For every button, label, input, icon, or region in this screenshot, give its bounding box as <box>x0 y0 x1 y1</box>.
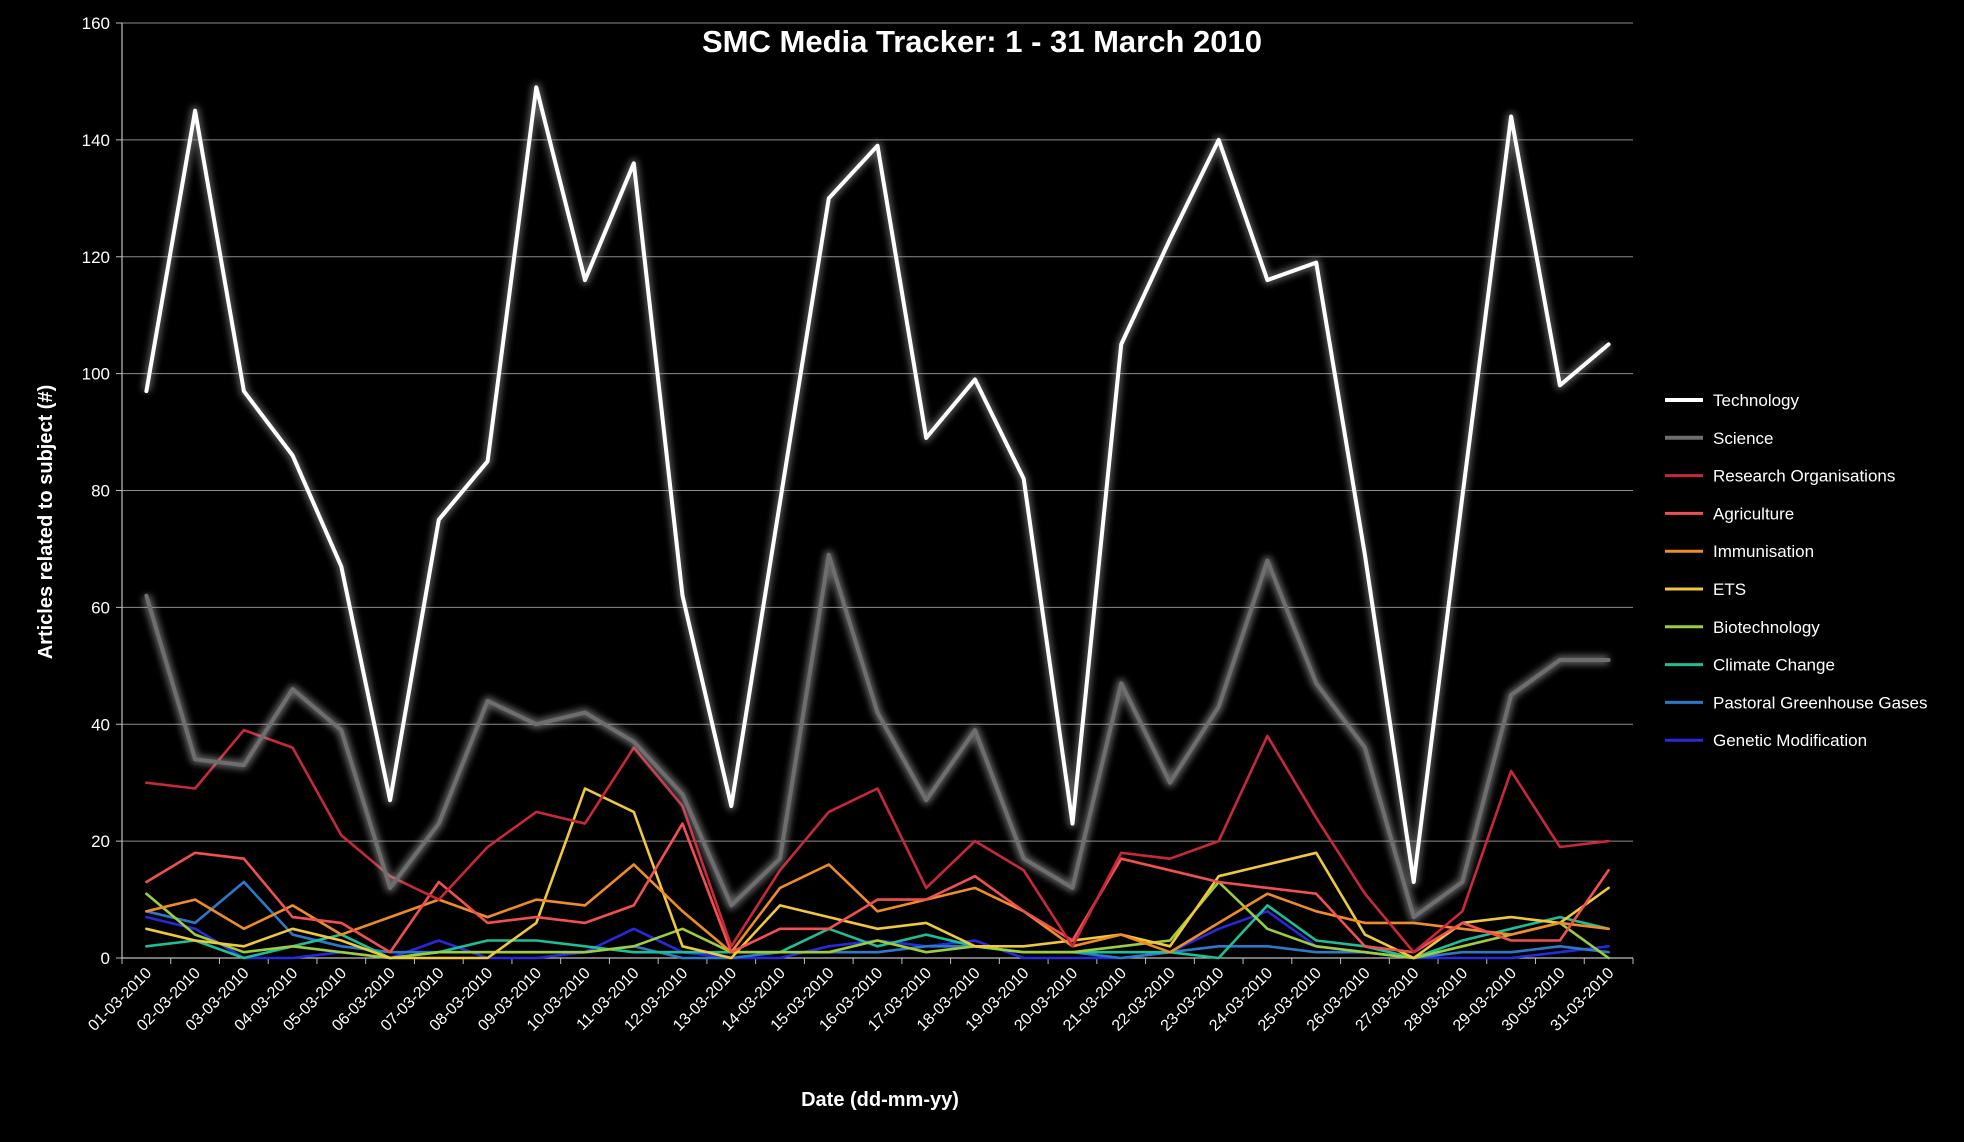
chart-title: SMC Media Tracker: 1 - 31 March 2010 <box>702 24 1262 59</box>
y-tick-label: 120 <box>82 248 110 267</box>
series-line <box>144 85 1611 884</box>
y-axis-label: Articles related to subject (#) <box>35 385 57 660</box>
legend-label: Biotechnology <box>1713 618 1820 637</box>
legend-label: ETS <box>1713 580 1746 599</box>
series-line <box>145 822 1610 954</box>
legend-label: Technology <box>1713 391 1800 410</box>
legend-label: Pastoral Greenhouse Gases <box>1713 693 1928 712</box>
y-tick-label: 100 <box>82 365 110 384</box>
legend-item: Pastoral Greenhouse Gases <box>1665 693 1928 712</box>
axes <box>116 22 1634 964</box>
y-tick-label: 140 <box>82 131 110 150</box>
legend-item: Science <box>1665 429 1773 448</box>
series-line <box>144 552 1611 920</box>
legend-item: Immunisation <box>1665 542 1814 561</box>
series-line <box>145 787 1610 960</box>
y-tick-label: 80 <box>91 482 110 501</box>
legend: Technology Science Research Organisations A… <box>1665 391 1928 750</box>
y-tick-label: 20 <box>91 832 110 851</box>
legend-label: Genetic Modification <box>1713 731 1867 750</box>
y-tick-label: 40 <box>91 715 110 734</box>
legend-label: Immunisation <box>1713 542 1814 561</box>
legend-label: Climate Change <box>1713 656 1835 675</box>
legend-item: ETS <box>1665 580 1746 599</box>
series-lines <box>141 82 1612 960</box>
legend-item: Genetic Modification <box>1665 731 1867 750</box>
y-tick-label: 0 <box>101 949 110 968</box>
legend-item: Research Organisations <box>1665 467 1895 486</box>
series-0 <box>141 82 1612 887</box>
y-tick-label: 160 <box>82 14 110 33</box>
series-4 <box>145 863 1610 954</box>
legend-label: Agriculture <box>1713 504 1794 523</box>
y-tick-label: 60 <box>91 598 110 617</box>
series-line <box>145 863 1610 954</box>
y-tick-labels: 0 20 40 60 80 100 120 140 160 <box>82 14 110 968</box>
legend-item: Biotechnology <box>1665 618 1820 637</box>
series-3 <box>145 822 1610 954</box>
legend-label: Science <box>1713 429 1773 448</box>
legend-label: Research Organisations <box>1713 467 1895 486</box>
x-axis-label: Date (dd-mm-yy) <box>801 1089 959 1111</box>
legend-item: Technology <box>1665 391 1800 410</box>
series-1 <box>142 550 1611 922</box>
legend-item: Agriculture <box>1665 504 1794 523</box>
legend-item: Climate Change <box>1665 656 1835 675</box>
series-5 <box>145 787 1610 960</box>
